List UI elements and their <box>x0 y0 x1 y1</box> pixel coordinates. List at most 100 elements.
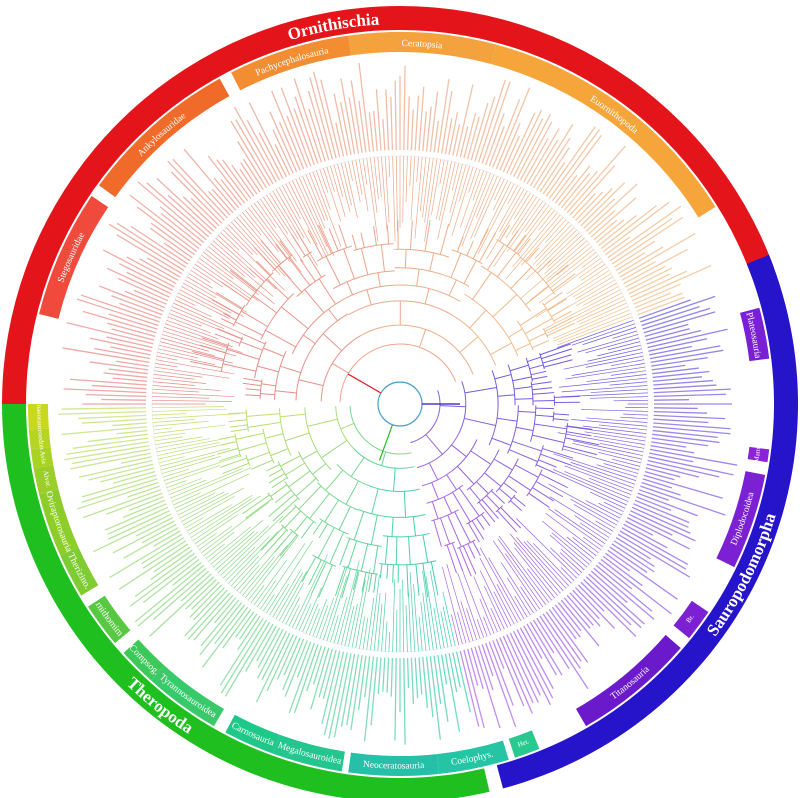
branch <box>278 265 302 293</box>
branch <box>565 366 646 380</box>
tip-label <box>235 119 274 185</box>
branch <box>514 464 539 478</box>
tip-label <box>440 90 453 154</box>
tip-label <box>112 470 156 484</box>
tip-label <box>595 219 625 244</box>
clade-arc <box>535 456 541 467</box>
branch <box>263 347 284 357</box>
tip-label <box>128 496 164 511</box>
branch <box>355 568 371 649</box>
tip-label <box>146 182 210 238</box>
clade-arc <box>464 293 505 331</box>
branch <box>346 281 354 296</box>
clade-arc <box>313 444 332 471</box>
branch <box>302 175 326 229</box>
branch <box>415 564 420 596</box>
branch <box>272 497 299 522</box>
branch <box>451 162 460 191</box>
branch <box>264 433 284 439</box>
tip-label <box>271 90 305 170</box>
branch <box>582 286 619 306</box>
clade-arc <box>312 274 326 284</box>
tip-label <box>283 637 301 676</box>
tip-label <box>651 441 687 448</box>
clade-arc <box>505 458 519 481</box>
branch <box>285 183 318 246</box>
branch <box>532 224 572 266</box>
tip-label <box>652 433 720 444</box>
tip-label <box>648 338 708 352</box>
tip-label <box>444 118 453 155</box>
tip-label <box>91 384 147 390</box>
branch <box>431 159 441 215</box>
clade-arc <box>224 342 230 356</box>
tip-label <box>418 86 425 151</box>
tip-label <box>474 646 501 729</box>
clade-arc <box>303 513 317 524</box>
branch <box>477 183 515 254</box>
branch <box>564 465 633 492</box>
tip-label <box>346 654 360 726</box>
tip-label <box>403 657 406 745</box>
branch <box>205 249 275 305</box>
branch <box>305 174 326 222</box>
branch <box>230 428 249 433</box>
branch <box>468 168 477 193</box>
branch <box>493 180 508 211</box>
tip-label <box>605 552 631 572</box>
tip-label <box>80 294 160 323</box>
branch <box>152 381 195 386</box>
branch <box>458 165 470 202</box>
clade-arc <box>431 515 445 522</box>
branch <box>295 178 328 248</box>
branch <box>290 233 306 257</box>
branch <box>236 564 260 591</box>
tip-label <box>641 306 700 327</box>
branch <box>242 556 275 596</box>
branch <box>395 609 398 652</box>
branch <box>285 597 301 625</box>
tip-label <box>111 328 155 341</box>
clade-arc <box>347 537 362 543</box>
clade-arc <box>291 318 318 355</box>
branch <box>352 570 359 590</box>
branch <box>476 481 489 495</box>
branch <box>506 229 519 247</box>
branch <box>543 291 563 306</box>
branch <box>556 246 592 276</box>
branch <box>501 562 534 614</box>
branch <box>292 180 329 255</box>
tip-label <box>499 123 521 171</box>
branch <box>176 296 196 306</box>
branch <box>304 289 325 314</box>
tip-label <box>81 478 158 503</box>
branch <box>425 434 443 455</box>
branch <box>245 498 273 519</box>
tip-label <box>136 206 198 253</box>
branch <box>235 432 264 440</box>
branch <box>348 161 353 181</box>
tip-label <box>129 194 200 250</box>
branch <box>228 412 247 415</box>
branch <box>222 462 249 475</box>
branch <box>513 234 526 252</box>
tip-label <box>309 77 334 160</box>
branch <box>280 413 306 418</box>
clade-arc <box>360 541 382 547</box>
tip-label <box>414 95 420 151</box>
tip-label <box>167 194 212 235</box>
subclade-band-megalosauroidea <box>272 734 345 772</box>
clade-arc <box>526 484 535 497</box>
tip-label <box>425 656 434 718</box>
branch <box>381 156 388 231</box>
branch <box>518 410 536 413</box>
tip-label <box>519 121 553 181</box>
branch <box>228 224 258 256</box>
branch <box>157 441 220 456</box>
clade-arc <box>270 293 294 322</box>
tip-label <box>129 555 198 607</box>
branch <box>166 480 187 488</box>
clade-arc <box>296 282 314 297</box>
tip-labels-layer <box>58 62 738 745</box>
